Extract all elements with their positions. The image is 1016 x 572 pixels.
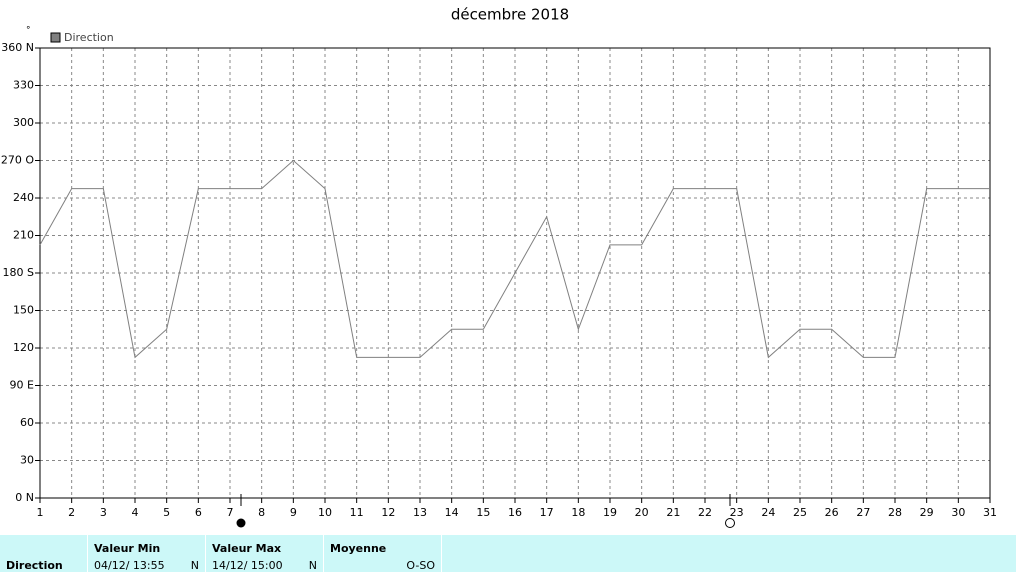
y-tick-label: 90 E [10, 379, 34, 392]
row-label: Direction [6, 559, 63, 572]
y-tick-label: 270 O [1, 154, 34, 167]
x-tick-label: 29 [920, 506, 934, 519]
col-header: Valeur Max [212, 542, 282, 555]
moon-icon [725, 518, 735, 528]
y-tick-label: 240 [13, 191, 34, 204]
y-unit: ° [26, 26, 31, 36]
summary-table: Direction Valeur Min 04/12/ 13:55 N Vale… [0, 535, 1016, 572]
y-tick-label: 300 [13, 116, 34, 129]
x-tick-label: 20 [635, 506, 649, 519]
y-tick-label: 180 S [3, 266, 34, 279]
y-tick-label: 30 [20, 454, 34, 467]
y-tick-label: 330 [13, 79, 34, 92]
x-tick-label: 10 [318, 506, 332, 519]
x-tick-label: 1 [37, 506, 44, 519]
x-tick-label: 30 [951, 506, 965, 519]
cell: Valeur Max 14/12/ 15:00 N [206, 535, 324, 572]
y-tick-label: 210 [13, 229, 34, 242]
x-tick-label: 13 [413, 506, 427, 519]
x-tick-label: 21 [666, 506, 680, 519]
x-tick-label: 9 [290, 506, 297, 519]
plot-frame [39, 47, 991, 499]
x-tick-label: 18 [571, 506, 585, 519]
cell: Moyenne O-SO [324, 535, 442, 572]
x-tick-label: 6 [195, 506, 202, 519]
x-tick-label: 24 [761, 506, 775, 519]
x-tick-label: 16 [508, 506, 522, 519]
x-tick-label: 3 [100, 506, 107, 519]
x-tick-label: 28 [888, 506, 902, 519]
x-tick-label: 17 [540, 506, 554, 519]
x-tick-label: 25 [793, 506, 807, 519]
value: N [190, 559, 199, 572]
moon-icon [236, 518, 246, 528]
legend-swatch [50, 32, 61, 43]
x-tick-label: 7 [227, 506, 234, 519]
value: N [308, 559, 317, 572]
legend-label: Direction [64, 31, 114, 44]
x-tick-label: 11 [350, 506, 364, 519]
x-tick-label: 22 [698, 506, 712, 519]
cell: Valeur Min 04/12/ 13:55 N [88, 535, 206, 572]
date: 14/12/ 15:00 [212, 559, 283, 572]
x-tick-label: 27 [856, 506, 870, 519]
x-tick-label: 14 [445, 506, 459, 519]
moon-markers [236, 494, 735, 528]
row-label-cell: Direction [0, 535, 88, 572]
data-line [39, 159, 990, 359]
x-tick-label: 5 [163, 506, 170, 519]
x-tick-label: 12 [381, 506, 395, 519]
x-tick-label: 15 [476, 506, 490, 519]
chart-title: décembre 2018 [451, 6, 569, 24]
y-tick-label: 360 N [1, 41, 34, 54]
col-header: Moyenne [330, 542, 387, 555]
col-header: Valeur Min [94, 542, 161, 555]
date: 04/12/ 13:55 [94, 559, 165, 572]
x-tick-label: 31 [983, 506, 997, 519]
value: O-SO [406, 559, 435, 572]
x-tick-label: 4 [132, 506, 139, 519]
y-tick-label: 60 [20, 416, 34, 429]
y-tick-label: 120 [13, 341, 34, 354]
x-tick-label: 19 [603, 506, 617, 519]
y-tick-label: 0 N [15, 491, 34, 504]
x-tick-label: 23 [730, 506, 744, 519]
y-tick-label: 150 [13, 304, 34, 317]
x-tick-label: 2 [68, 506, 75, 519]
x-tick-label: 26 [825, 506, 839, 519]
x-tick-label: 8 [258, 506, 265, 519]
